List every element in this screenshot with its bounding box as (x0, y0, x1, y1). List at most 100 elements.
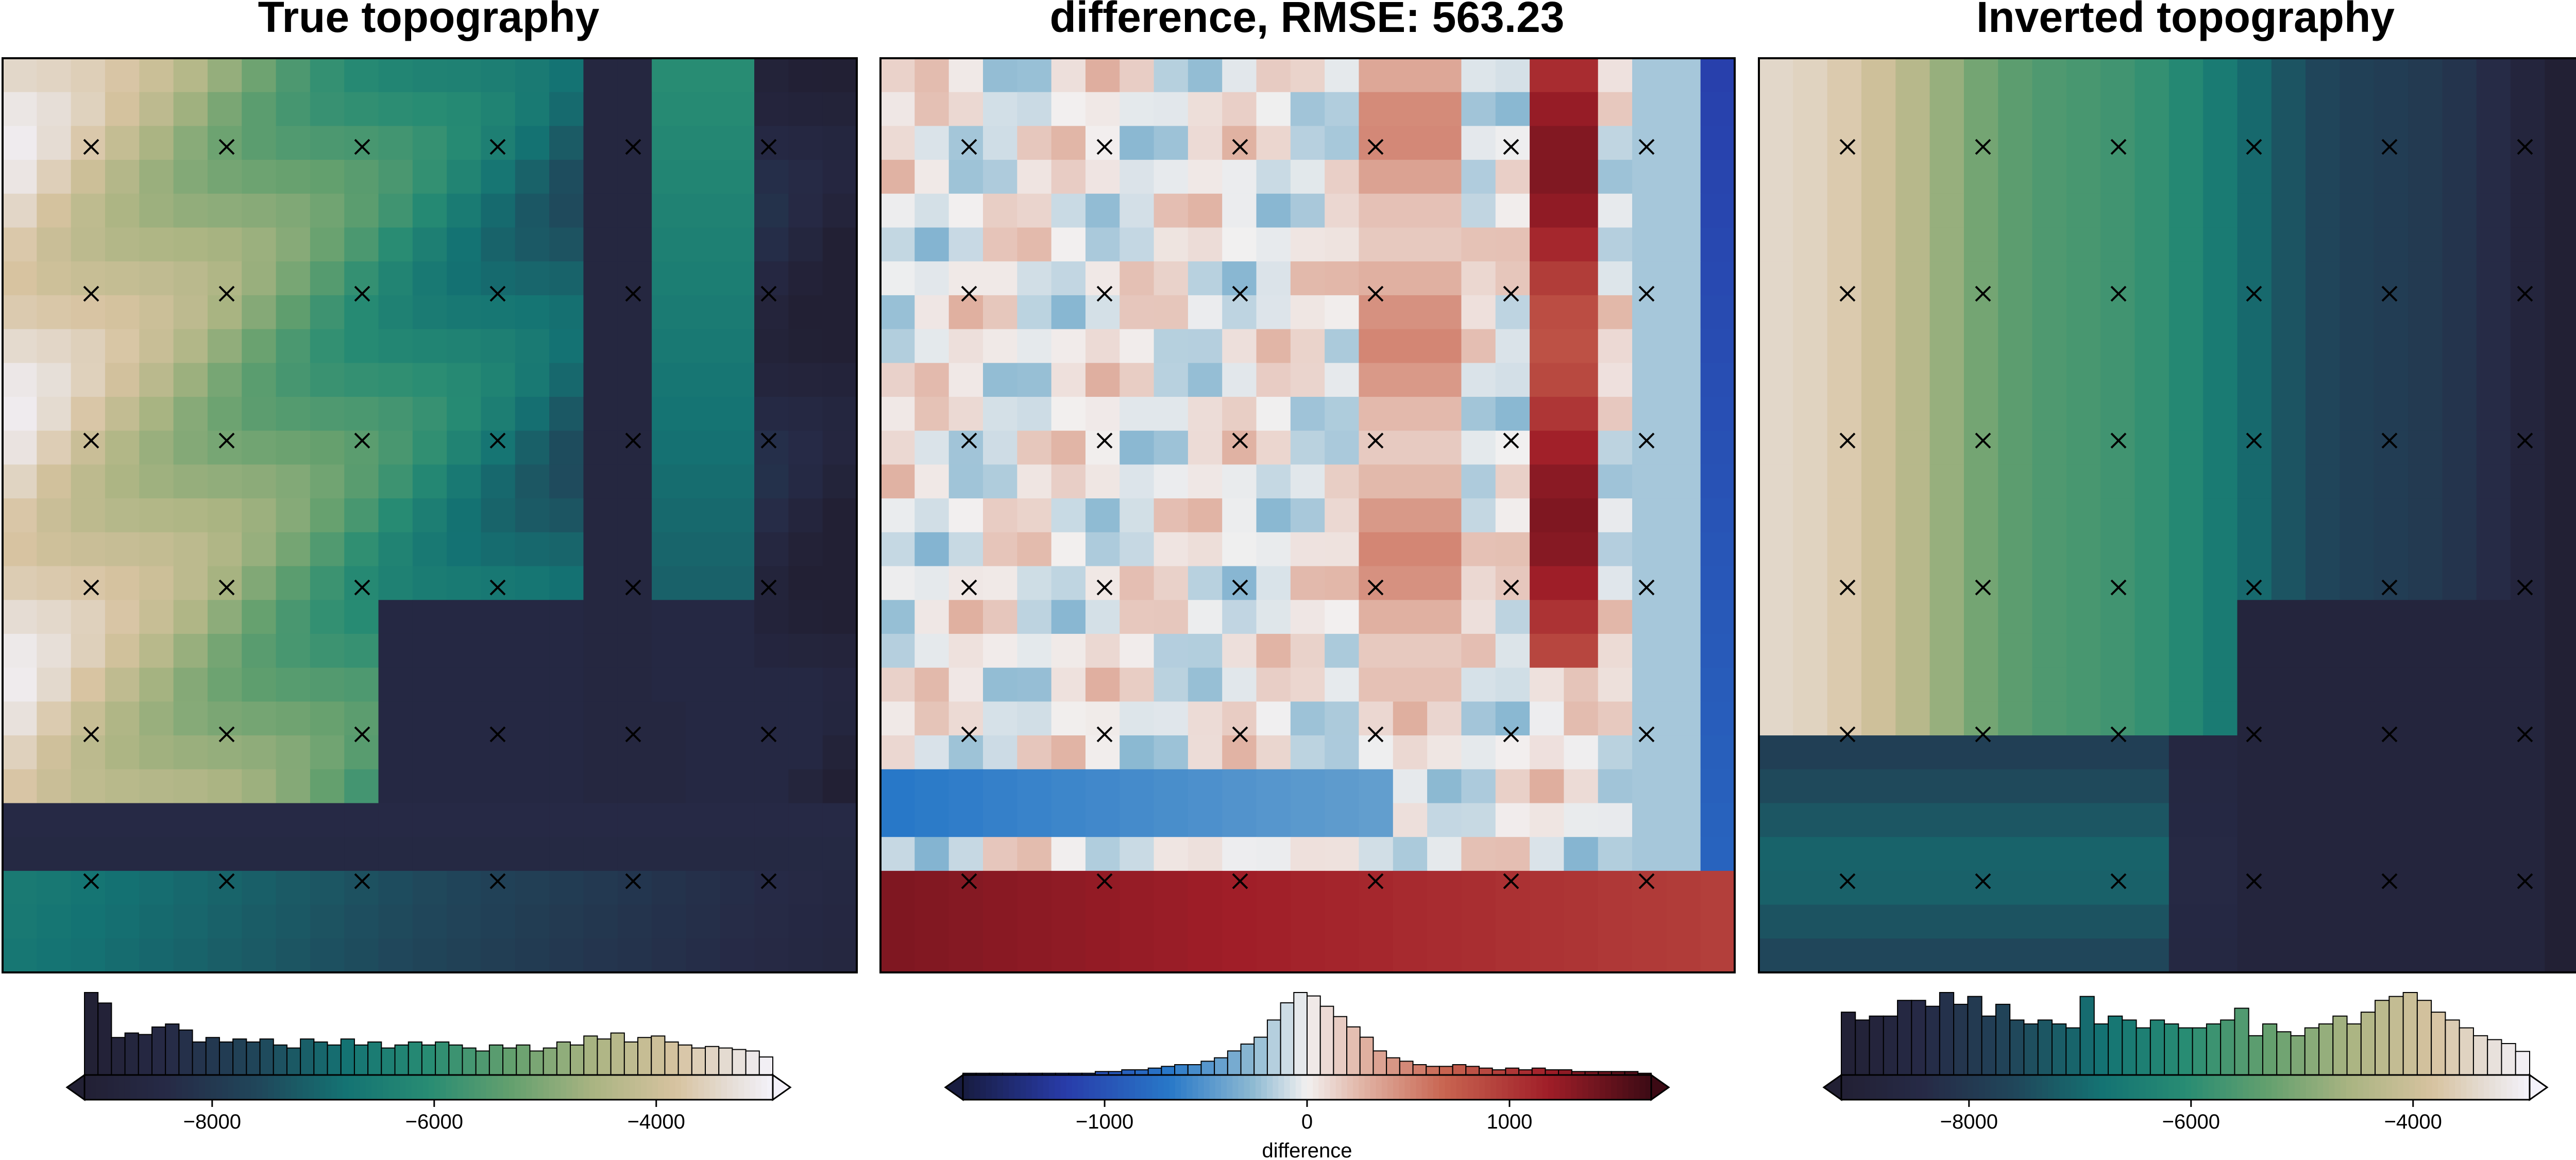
heatmap-cell (481, 430, 516, 465)
heatmap-cell (1827, 633, 1862, 668)
colorbar-segment (2157, 1075, 2163, 1100)
heatmap-cell (1325, 193, 1360, 228)
heatmap-cell (37, 430, 72, 465)
heatmap-cell (207, 261, 242, 296)
heatmap-cell (1393, 735, 1428, 770)
heatmap-cell (1461, 430, 1496, 465)
colorbar-segment (205, 1075, 211, 1100)
x-marker (2246, 726, 2262, 743)
x-marker (2381, 726, 2398, 743)
x-marker (1367, 579, 1384, 596)
heatmap-cell (1017, 363, 1052, 397)
heatmap-cell (105, 600, 140, 634)
x-marker (1232, 579, 1248, 596)
heatmap-cell (1393, 769, 1428, 804)
histogram-bar (2501, 1043, 2516, 1076)
heatmap-cell (3, 498, 37, 533)
heatmap-cell (378, 498, 413, 533)
heatmap-cell (1290, 938, 1325, 973)
heatmap-cell (1222, 938, 1257, 973)
heatmap-cell (1188, 92, 1223, 126)
heatmap-cell (515, 837, 550, 871)
heatmap-cell (1666, 498, 1701, 533)
heatmap-cell (1222, 126, 1257, 160)
heatmap-cell (1325, 464, 1360, 499)
heatmap-cell (1632, 667, 1667, 702)
heatmap-cell (1598, 227, 1633, 262)
heatmap-cell (1290, 464, 1325, 499)
heatmap-cell (1861, 870, 1896, 905)
heatmap-cell (2203, 58, 2238, 93)
colorbar-segment (1117, 1075, 1124, 1100)
heatmap-cell (447, 295, 482, 330)
heatmap-cell (2203, 633, 2238, 668)
heatmap-cell (105, 261, 140, 296)
heatmap-cell (1393, 329, 1428, 363)
heatmap-cell (1085, 837, 1120, 871)
heatmap-cell (481, 600, 516, 634)
heatmap-cell (549, 261, 584, 296)
colorbar-segment (578, 1075, 584, 1100)
heatmap-cell (1461, 160, 1496, 194)
heatmap-cell (242, 261, 277, 296)
colorbar-segment (2437, 1075, 2444, 1100)
colorbar-segment (1135, 1075, 1141, 1100)
heatmap-cell (2340, 667, 2375, 702)
heatmap-cell (1154, 600, 1189, 634)
heatmap-cell (2168, 58, 2204, 93)
heatmap-cell (1861, 600, 1896, 634)
colorbar-segment (2472, 1075, 2479, 1100)
heatmap-cell (914, 904, 950, 939)
heatmap-cell (1598, 837, 1633, 871)
histogram-bar (1869, 1015, 1884, 1075)
heatmap-cell (1461, 904, 1496, 939)
heatmap-cell (207, 600, 242, 634)
heatmap-cell (3, 397, 37, 431)
heatmap-cell (1700, 498, 1735, 533)
heatmap-cell (1700, 430, 1735, 465)
histogram-bar (1897, 1000, 1912, 1075)
histogram-bar (178, 1029, 193, 1075)
heatmap-cell (481, 938, 516, 973)
heatmap-cell (583, 227, 618, 262)
heatmap-cell (1256, 92, 1291, 126)
heatmap-cell (37, 227, 72, 262)
colorbar-segment (1347, 1075, 1353, 1100)
heatmap-cell (549, 397, 584, 431)
heatmap-cell (1700, 769, 1735, 804)
heatmap-cell (1998, 160, 2033, 194)
heatmap-cell (2511, 938, 2545, 973)
heatmap-cell (617, 464, 652, 499)
heatmap-cell (1598, 329, 1633, 363)
colorbar-segment (1187, 1075, 1193, 1100)
heatmap-cell (2374, 92, 2409, 126)
colorbar-segment (2272, 1075, 2278, 1100)
heatmap-cell (948, 227, 984, 262)
heatmap-cell (515, 701, 550, 736)
heatmap-cell (1759, 363, 1793, 397)
heatmap-cell (1222, 837, 1257, 871)
heatmap-cell (982, 566, 1018, 600)
heatmap-cell (1188, 397, 1223, 431)
colorbar-segment (257, 1075, 263, 1100)
heatmap-cell (1598, 92, 1633, 126)
heatmap-cell (1120, 397, 1155, 431)
heatmap-cell (1666, 430, 1701, 465)
heatmap-cell (686, 803, 721, 837)
heatmap-cell (1393, 295, 1428, 330)
heatmap-cell (1495, 193, 1530, 228)
heatmap-cell (1700, 938, 1735, 973)
heatmap-cell (242, 329, 277, 363)
heatmap-cell (447, 430, 482, 465)
heatmap-cell (652, 498, 686, 533)
histogram-bar (2051, 1023, 2067, 1075)
heatmap-cell (2374, 566, 2409, 600)
histogram-bar (732, 1049, 747, 1076)
heatmap-cell (1290, 160, 1325, 194)
heatmap-cell (686, 870, 721, 905)
x-marker (1975, 432, 1991, 449)
heatmap-cell (1188, 160, 1223, 194)
heatmap-cell (1530, 464, 1564, 499)
colorbar-segment (325, 1075, 332, 1100)
heatmap-cell (948, 464, 984, 499)
